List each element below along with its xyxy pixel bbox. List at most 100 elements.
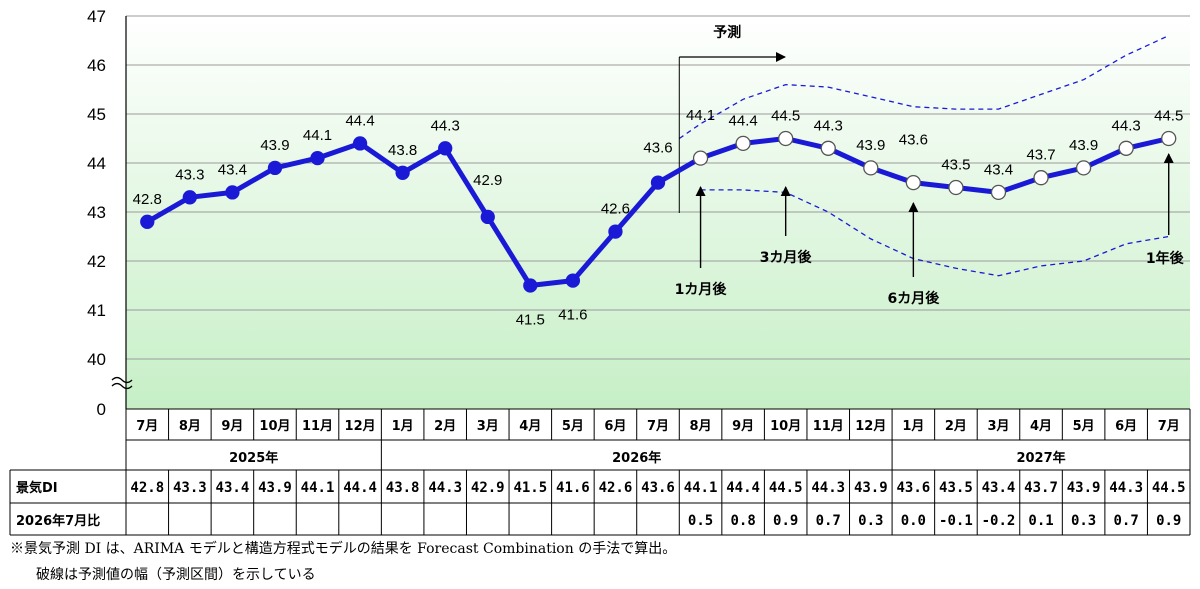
table-cell-value: 44.4 bbox=[343, 480, 377, 496]
row-label-2026年7月比: 2026年7月比 bbox=[16, 513, 100, 529]
table-cell-value: 43.6 bbox=[641, 480, 675, 496]
footnote-line-2: 破線は予測値の幅（予測区間）を示している bbox=[36, 567, 316, 583]
horizon-annotations: 1カ月後 3カ月後 6カ月後 1年後 bbox=[675, 153, 1185, 307]
y-axis: 47 46 45 44 43 42 41 40 0 bbox=[87, 7, 133, 419]
table-cell-value: 43.4 bbox=[982, 480, 1016, 496]
data-label: 42.6 bbox=[601, 201, 630, 218]
forecast-point bbox=[1161, 130, 1177, 147]
month-label: 1月 bbox=[902, 419, 924, 434]
table-cell-value: 44.3 bbox=[428, 480, 462, 496]
data-table: 2025年 2026年 2027年 7月 8月 9月 10月 11月 12月 1月 2月 3月 4月 5月… bbox=[9, 408, 1191, 536]
y-tick-label: 42 bbox=[87, 252, 106, 271]
actual-point bbox=[438, 141, 453, 156]
month-label: 3月 bbox=[477, 419, 499, 434]
actual-point bbox=[565, 273, 581, 288]
data-label: 44.3 bbox=[1112, 117, 1141, 134]
table-cell-value: 42.9 bbox=[471, 480, 505, 496]
month-label: 8月 bbox=[179, 419, 201, 434]
data-label: 44.4 bbox=[729, 112, 758, 129]
data-label: 44.1 bbox=[303, 127, 332, 144]
y-tick-label: 0 bbox=[97, 400, 106, 419]
data-label: 43.4 bbox=[218, 161, 247, 178]
data-label: 44.1 bbox=[686, 107, 715, 124]
month-label: 4月 bbox=[519, 419, 541, 434]
data-label: 44.4 bbox=[345, 112, 374, 129]
table-cell-value: 44.4 bbox=[726, 480, 760, 496]
footnote-line-1: ※景気予測 DI は、ARIMA モデルと構造方程式モデルの結果を Foreca… bbox=[10, 541, 677, 557]
table-cell-value: 43.7 bbox=[1024, 480, 1058, 496]
table-cell-value: 43.9 bbox=[1067, 480, 1101, 496]
data-label: 41.5 bbox=[516, 312, 545, 329]
gridlines bbox=[126, 15, 1190, 360]
axis-break-icon bbox=[111, 376, 133, 390]
upper-interval-line bbox=[678, 35, 1169, 140]
table-cell-value: 44.1 bbox=[684, 480, 718, 496]
forecast-point bbox=[990, 184, 1007, 201]
table-cell-value: 41.5 bbox=[513, 480, 547, 496]
month-label: 12月 bbox=[345, 419, 376, 434]
table-cell-value: 42.6 bbox=[599, 480, 633, 496]
month-label: 8月 bbox=[690, 419, 712, 434]
month-label: 10月 bbox=[770, 419, 801, 434]
table-cell-diff: 0.5 bbox=[688, 513, 713, 529]
data-label: 43.3 bbox=[175, 166, 204, 183]
actual-point bbox=[310, 150, 325, 166]
annotation-label: 1カ月後 bbox=[675, 281, 728, 298]
data-label: 42.9 bbox=[473, 172, 502, 189]
annotation-label: 6カ月後 bbox=[887, 290, 940, 307]
forecast-marker: 予測 bbox=[678, 24, 786, 213]
table-cell-diff: 0.7 bbox=[1114, 513, 1139, 529]
table-cell-value: 43.3 bbox=[173, 480, 207, 496]
table-cell-diff: -0.1 bbox=[939, 513, 973, 529]
table-cell-value: 44.3 bbox=[811, 480, 845, 496]
table-cell-value: 43.6 bbox=[897, 480, 931, 496]
data-label: 41.6 bbox=[558, 307, 587, 324]
month-label: 7月 bbox=[1158, 419, 1180, 434]
data-label: 43.9 bbox=[856, 137, 885, 154]
month-label: 7月 bbox=[136, 419, 158, 434]
table-cell-diff: -0.2 bbox=[982, 513, 1016, 529]
month-label: 9月 bbox=[732, 419, 754, 434]
month-label: 5月 bbox=[1073, 419, 1095, 434]
actual-point bbox=[650, 175, 666, 190]
data-label: 43.6 bbox=[899, 132, 928, 149]
data-label: 43.8 bbox=[388, 142, 417, 159]
table-cell-value: 43.9 bbox=[854, 480, 888, 496]
table-cell-value: 42.8 bbox=[130, 480, 164, 496]
data-label: 43.6 bbox=[643, 140, 672, 157]
month-label: 12月 bbox=[855, 419, 886, 434]
table-cell-value: 43.5 bbox=[939, 480, 973, 496]
forecast-point bbox=[905, 174, 922, 191]
data-label: 43.9 bbox=[1069, 137, 1098, 154]
table-cell-value: 43.9 bbox=[258, 480, 292, 496]
table-cell-diff: 0.1 bbox=[1028, 513, 1053, 529]
month-label: 10月 bbox=[259, 419, 290, 434]
y-tick-label: 44 bbox=[87, 154, 106, 173]
annotation-label: 3カ月後 bbox=[760, 249, 813, 266]
forecast-point bbox=[820, 140, 836, 156]
actual-point bbox=[352, 136, 368, 151]
row-label-景気DI: 景気DI bbox=[16, 480, 58, 496]
y-tick-label: 45 bbox=[87, 105, 106, 124]
table-cell-value: 44.3 bbox=[1109, 480, 1143, 496]
data-label: 43.4 bbox=[984, 161, 1013, 178]
month-label: 2月 bbox=[945, 419, 967, 434]
month-label: 2月 bbox=[434, 419, 456, 434]
data-labels: 42.8 43.3 43.4 43.9 44.1 44.4 43.8 44.3 42.9 41.5… bbox=[133, 107, 1184, 328]
actual-point bbox=[395, 165, 410, 180]
year-label: 2027年 bbox=[1016, 450, 1065, 466]
actual-point bbox=[140, 214, 155, 229]
year-label: 2025年 bbox=[229, 450, 278, 466]
table-cell-diff: 0.3 bbox=[858, 513, 883, 529]
actual-point bbox=[182, 190, 197, 205]
actual-point bbox=[480, 209, 495, 225]
data-label: 43.5 bbox=[941, 157, 970, 174]
month-label: 11月 bbox=[302, 419, 333, 434]
forecast-interval-bands bbox=[678, 35, 1169, 277]
data-label: 44.5 bbox=[1154, 108, 1183, 125]
table-cell-value: 41.6 bbox=[556, 480, 590, 496]
forecast-point bbox=[1075, 160, 1092, 176]
y-tick-label: 47 bbox=[87, 7, 106, 26]
forecast-point bbox=[1033, 170, 1049, 186]
forecast-point bbox=[863, 160, 879, 176]
